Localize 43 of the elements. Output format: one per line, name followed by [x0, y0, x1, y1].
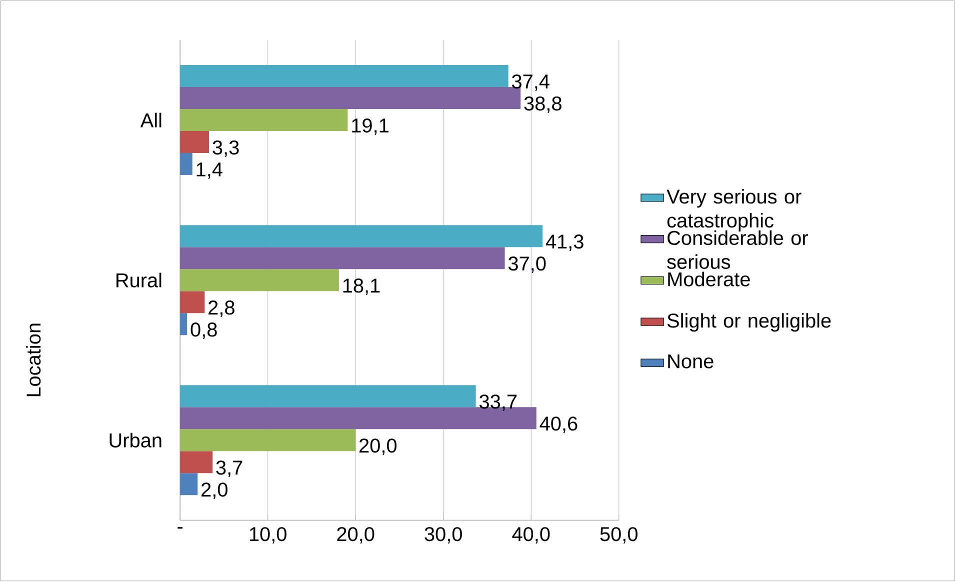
data-label: 3,3 — [212, 140, 239, 158]
y-tick-label: Rural — [116, 273, 162, 288]
data-label: 0,8 — [190, 322, 217, 340]
data-label: 37,4 — [512, 74, 550, 92]
data-label: 40,6 — [540, 416, 578, 434]
bar — [180, 109, 348, 132]
bar — [180, 153, 192, 176]
bar — [180, 131, 210, 154]
data-label: 1,4 — [196, 162, 222, 180]
bar — [180, 385, 476, 408]
data-label: 37,0 — [508, 256, 546, 274]
y-tick-label: All — [140, 113, 162, 128]
bar — [180, 451, 213, 474]
data-label: 20,0 — [360, 438, 397, 456]
bar — [180, 247, 505, 270]
x-tick-label: 20,0 — [337, 527, 374, 544]
bar — [180, 429, 356, 452]
bar — [180, 473, 198, 496]
legend-label: Slight or negligible — [667, 313, 831, 332]
data-label: 19,1 — [352, 118, 388, 136]
x-tick-label: 30,0 — [424, 527, 462, 544]
bar — [180, 313, 188, 336]
x-tick-label: 50,0 — [600, 527, 638, 544]
legend-label: Considerable or serious — [667, 230, 808, 270]
bar — [180, 225, 543, 248]
data-label: 2,0 — [202, 482, 228, 500]
data-label: 3,7 — [216, 460, 242, 478]
legend-label: Very serious or catastrophic — [666, 189, 802, 232]
text: Location — [26, 324, 41, 396]
data-label: 18,1 — [343, 278, 380, 296]
bar — [180, 65, 508, 88]
x-tick-label: - — [178, 527, 182, 529]
data-label: 2,8 — [208, 300, 234, 318]
x-tick-label: 10,0 — [250, 527, 286, 544]
data-label: 38,8 — [524, 96, 562, 114]
data-label: 33,7 — [480, 394, 517, 412]
legend-label: Moderate — [668, 272, 750, 287]
bar — [180, 269, 339, 292]
data-label: 41,3 — [546, 234, 584, 252]
legend-label: None — [668, 354, 714, 369]
y-tick-label: Urban — [110, 433, 162, 448]
bar — [180, 291, 205, 314]
x-tick-label: 40,0 — [512, 527, 550, 544]
